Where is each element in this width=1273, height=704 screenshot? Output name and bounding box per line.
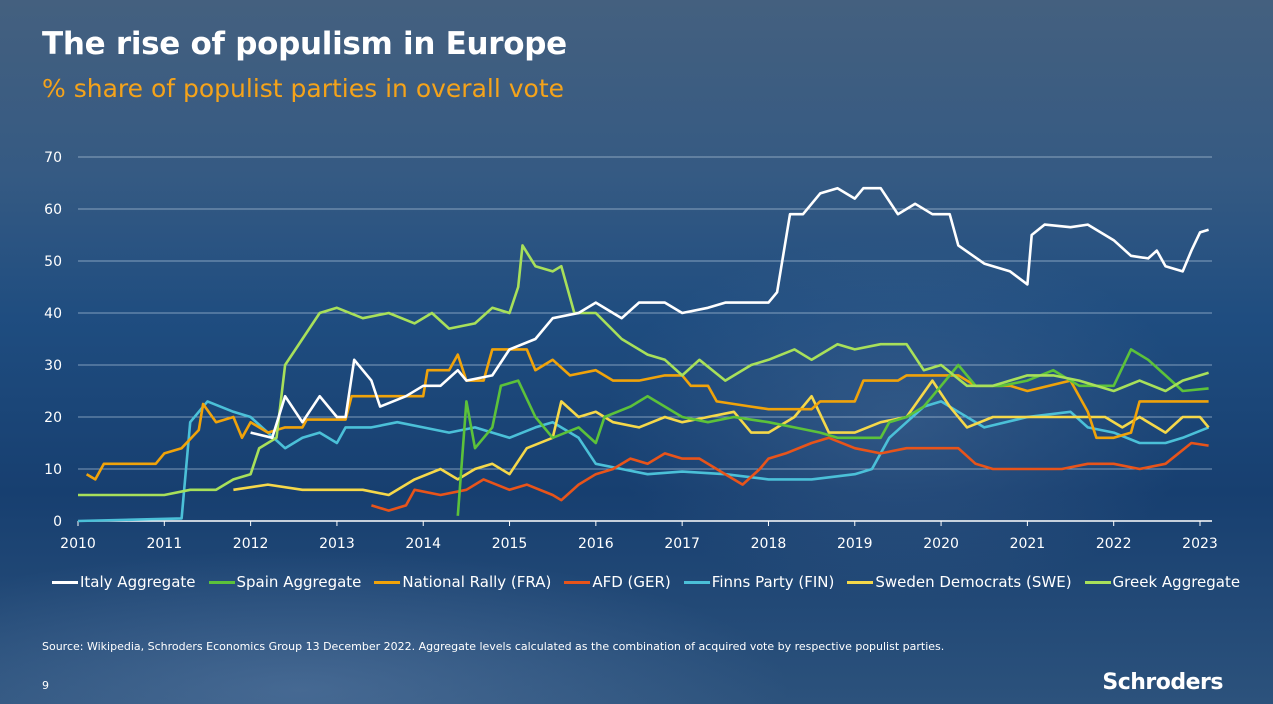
- x-tick-label: 2023: [1182, 536, 1218, 552]
- x-tick-label: 2013: [319, 536, 355, 552]
- series-line-sweden-democrats-swe: [233, 379, 1210, 497]
- legend-swatch: [564, 580, 591, 584]
- legend-item: Spain Aggregate: [208, 573, 362, 591]
- legend-label: Sweden Democrats (SWE): [875, 573, 1072, 591]
- x-tick-label: 2022: [1096, 536, 1132, 552]
- x-tick-label: 2017: [664, 536, 700, 552]
- y-tick-label: 20: [44, 410, 62, 426]
- x-tick-label: 2012: [233, 536, 269, 552]
- series-line-greek-aggregate: [78, 244, 1209, 497]
- x-tick-label: 2019: [837, 536, 873, 552]
- legend-swatch: [1084, 580, 1111, 584]
- x-tick-label: 2015: [492, 536, 528, 552]
- legend-label: Italy Aggregate: [80, 573, 196, 591]
- legend-swatch: [683, 580, 710, 584]
- y-tick-label: 10: [44, 462, 62, 478]
- x-tick-label: 2011: [146, 536, 182, 552]
- series-line-italy-aggregate: [250, 186, 1209, 440]
- legend-swatch: [52, 580, 78, 584]
- legend-item: Greek Aggregate: [1084, 573, 1241, 591]
- legend-item: Sweden Democrats (SWE): [847, 573, 1072, 591]
- schroders-logo: Schroders: [1102, 670, 1223, 695]
- source-note: Source: Wikipedia, Schroders Economics G…: [42, 640, 945, 653]
- y-tick-label: 60: [44, 202, 62, 218]
- legend-item: Italy Aggregate: [52, 573, 196, 591]
- legend-item: AFD (GER): [564, 573, 671, 591]
- legend-label: Finns Party (FIN): [711, 573, 835, 591]
- legend-label: National Rally (FRA): [402, 573, 552, 591]
- x-tick-label: 2016: [578, 536, 614, 552]
- y-tick-label: 70: [44, 150, 62, 166]
- legend-label: AFD (GER): [592, 573, 671, 591]
- x-tick-label: 2014: [405, 536, 441, 552]
- y-tick-label: 40: [44, 306, 62, 322]
- series-line-afd-ger: [371, 436, 1209, 512]
- legend-swatch: [847, 580, 874, 584]
- legend-label: Spain Aggregate: [236, 573, 362, 591]
- y-tick-label: 30: [44, 358, 62, 374]
- legend-swatch: [374, 580, 401, 584]
- page-number: 9: [42, 679, 49, 692]
- y-tick-label: 50: [44, 254, 62, 270]
- series-line-spain-aggregate: [456, 348, 1209, 516]
- chart-legend: Italy Aggregate Spain Aggregate National R…: [52, 573, 1240, 591]
- x-tick-label: 2018: [751, 536, 787, 552]
- y-tick-label: 0: [53, 514, 62, 530]
- legend-label: Greek Aggregate: [1112, 573, 1241, 591]
- page-title: The rise of populism in Europe: [42, 26, 567, 62]
- x-tick-label: 2020: [923, 536, 959, 552]
- x-tick-label: 2021: [1010, 536, 1046, 552]
- series-line-finns-party-fin: [77, 400, 1210, 523]
- x-tick-label: 2010: [60, 536, 96, 552]
- legend-item: National Rally (FRA): [374, 573, 551, 591]
- legend-item: Finns Party (FIN): [683, 573, 835, 591]
- legend-swatch: [208, 580, 235, 584]
- page-subtitle: % share of populist parties in overall v…: [42, 74, 565, 103]
